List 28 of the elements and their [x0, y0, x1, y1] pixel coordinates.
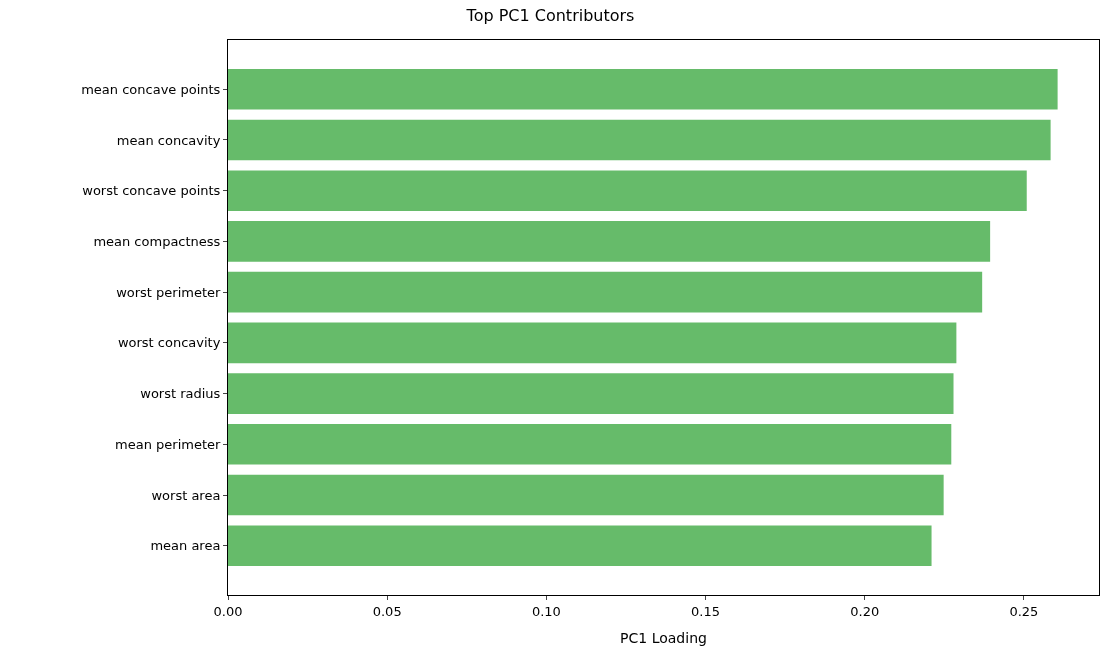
x-tick-label: 0.20	[850, 603, 880, 619]
y-tick-label: worst concave points	[82, 183, 221, 199]
bar	[228, 474, 944, 516]
x-tick-label: 0.05	[372, 603, 402, 619]
y-tick-label: mean perimeter	[115, 436, 222, 452]
bar	[228, 525, 932, 567]
y-tick-label: worst area	[151, 487, 221, 503]
y-tick-label: mean area	[150, 538, 221, 554]
y-tick-label: mean concavity	[116, 132, 221, 148]
x-axis-title: PC1 Loading	[620, 629, 707, 646]
x-tick-label: 0.10	[531, 603, 561, 619]
x-tick-label: 0.25	[1009, 603, 1039, 619]
bar	[228, 68, 1058, 110]
bar	[228, 424, 952, 465]
bar	[228, 221, 991, 262]
y-tick-label: worst concavity	[117, 335, 221, 351]
bar	[228, 271, 983, 313]
y-tick-label: mean compactness	[93, 233, 221, 249]
x-tick-label: 0.00	[213, 603, 243, 619]
x-tick-label: 0.15	[691, 603, 720, 619]
bar	[228, 170, 1027, 211]
bar	[228, 322, 957, 364]
y-tick-label: mean concave points	[81, 81, 221, 97]
bar	[228, 373, 954, 414]
y-tick-label: worst perimeter	[116, 284, 222, 300]
bar	[228, 119, 1051, 161]
chart-title: Top PC1 Contributors	[465, 6, 635, 26]
y-tick-label: worst radius	[140, 386, 221, 402]
